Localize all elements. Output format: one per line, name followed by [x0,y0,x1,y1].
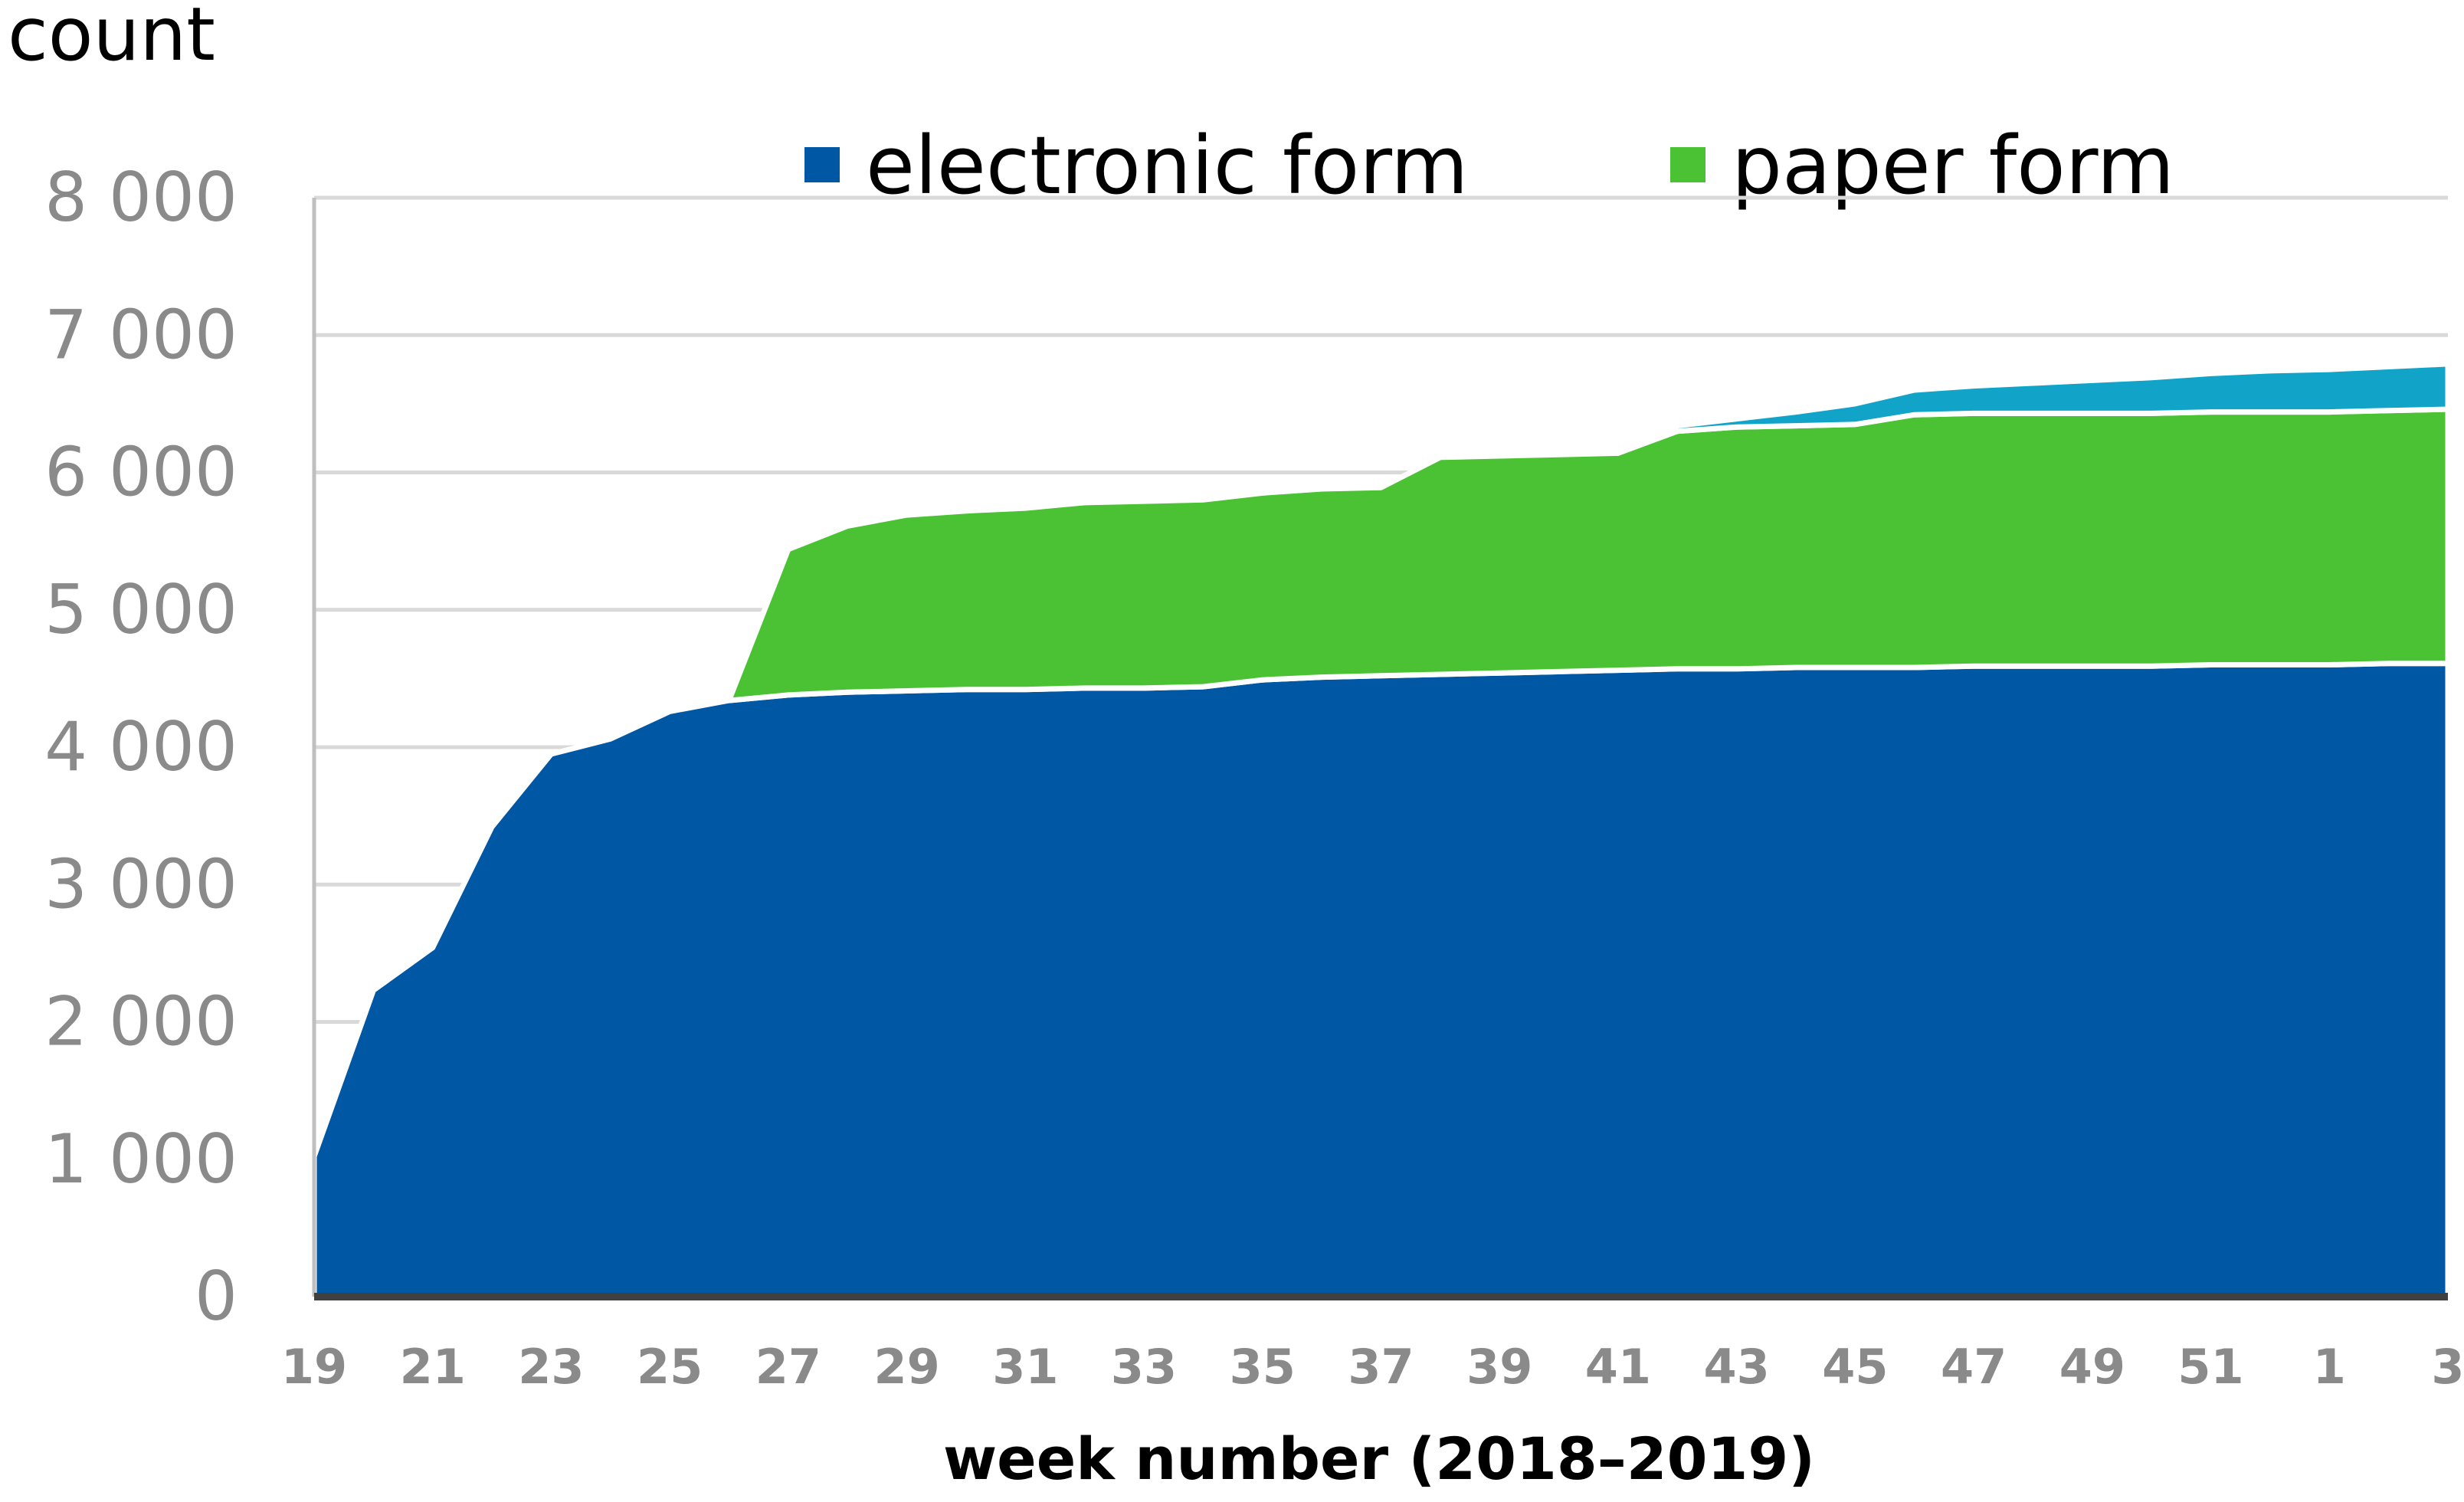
y-tick-label: 1 000 [44,1120,238,1199]
x-tick-label: 47 [1941,1339,2007,1395]
y-tick-label: 6 000 [44,433,238,512]
x-tick-label: 41 [1585,1339,1651,1395]
x-tick-label: 45 [1822,1339,1888,1395]
y-tick-label: 0 [195,1257,238,1336]
axes [312,198,2448,1300]
y-tick-label: 5 000 [44,570,238,649]
area-series [311,361,2451,1300]
x-tick-label: 51 [2177,1339,2243,1395]
y-tick-labels: 0 1 000 2 000 3 000 4 000 5 000 6 000 7 000 8 00… [44,158,238,1336]
x-tick-label: 39 [1466,1339,1532,1395]
x-tick-labels: 19 21 23 25 27 29 31 33 35 37 39 41 43 45 47 49 51 1 3 [281,1339,2464,1395]
y-tick-label: 8 000 [44,158,238,237]
x-axis-title: week number (2018–2019) [943,1425,1815,1493]
area-series-2 [726,406,2451,703]
y-axis-title: count [8,0,215,77]
x-tick-label: 21 [400,1339,466,1395]
x-tick-label: 25 [637,1339,703,1395]
area-series-3 [1615,361,2451,456]
x-tick-label: 23 [518,1339,584,1395]
x-tick-label: 35 [1230,1339,1296,1395]
y-tick-label: 2 000 [44,982,238,1061]
x-tick-label: 3 [2431,1339,2464,1395]
y-tick-label: 4 000 [44,707,238,786]
x-tick-label: 31 [992,1339,1058,1395]
x-tick-label: 37 [1348,1339,1414,1395]
x-tick-label: 49 [2059,1339,2125,1395]
x-tick-label: 33 [1111,1339,1177,1395]
y-tick-label: 3 000 [44,844,238,923]
x-tick-label: 27 [755,1339,821,1395]
legend-swatch-electronic [804,147,840,182]
x-tick-label: 43 [1704,1339,1770,1395]
area-series-1 [311,661,2451,1300]
x-tick-label: 29 [873,1339,939,1395]
legend-swatch-paper [1670,147,1705,182]
x-tick-label: 19 [281,1339,347,1395]
x-tick-label: 1 [2313,1339,2346,1395]
y-tick-label: 7 000 [44,295,238,374]
